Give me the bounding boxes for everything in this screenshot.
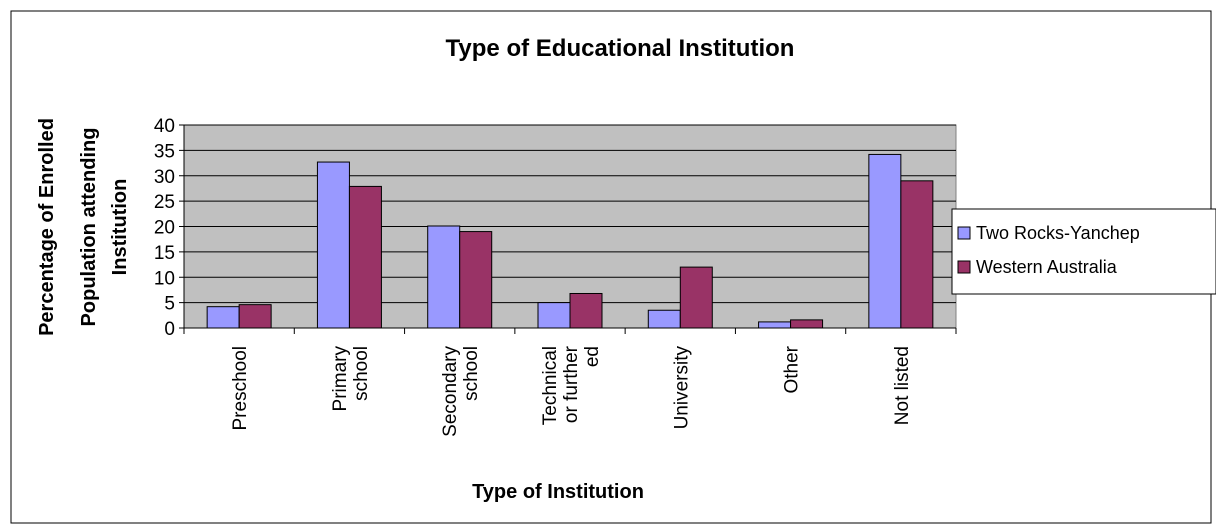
bar-two-rocks-yanchep-secondary-school xyxy=(427,225,461,329)
bar-western-australia-technical-or-further-ed xyxy=(569,292,603,329)
y-tick-label: 20 xyxy=(154,218,175,239)
x-tick-label: school xyxy=(461,346,482,401)
x-tick-label: Preschool xyxy=(230,346,251,431)
x-tick-label: ed xyxy=(582,346,603,367)
bar-two-rocks-yanchep-not-listed xyxy=(868,153,902,329)
x-tick-label: Other xyxy=(782,345,803,393)
y-axis-title: Percentage of Enrolled Population attendi… xyxy=(36,118,131,336)
bar-western-australia-preschool xyxy=(238,304,272,329)
y-tick-label: 35 xyxy=(154,141,175,162)
bar-two-rocks-yanchep-university xyxy=(647,309,681,329)
legend-box xyxy=(951,208,1216,295)
y-tick-label: 0 xyxy=(164,319,175,340)
x-tick-label: Secondary xyxy=(440,346,461,437)
y-axis-title-line: Institution xyxy=(109,179,131,276)
y-tick-label: 5 xyxy=(164,294,175,315)
bar-two-rocks-yanchep-other xyxy=(758,321,792,329)
bar-western-australia-university xyxy=(679,266,713,329)
legend-label-western-australia: Western Australia xyxy=(976,257,1118,277)
legend-swatch-western-australia xyxy=(957,260,971,274)
y-tick-label: 15 xyxy=(154,243,175,264)
x-tick-label: Primary xyxy=(330,346,351,412)
bar-two-rocks-yanchep-primary-school xyxy=(316,161,350,329)
bar-western-australia-not-listed xyxy=(900,180,934,329)
x-tick-label: or further xyxy=(561,345,582,423)
y-tick-label: 25 xyxy=(154,192,175,213)
bar-western-australia-other xyxy=(790,319,824,329)
y-tick-label: 30 xyxy=(154,167,175,188)
x-tick-label: University xyxy=(671,346,692,430)
y-axis-title-line: Population attending xyxy=(78,128,100,327)
legend-swatch-two-rocks-yanchep xyxy=(957,226,971,240)
legend-label-two-rocks-yanchep: Two Rocks-Yanchep xyxy=(976,223,1140,243)
x-tick-label: school xyxy=(351,346,372,401)
y-tick-label: 40 xyxy=(154,116,175,137)
y-tick-label: 10 xyxy=(154,268,175,289)
bar-western-australia-secondary-school xyxy=(459,231,493,329)
x-axis-title: Type of Institution xyxy=(472,481,644,503)
chart-title: Type of Educational Institution xyxy=(446,35,795,62)
bar-two-rocks-yanchep-preschool xyxy=(206,306,240,329)
x-tick-label: Technical xyxy=(540,346,561,425)
x-tick-label: Not listed xyxy=(892,346,913,425)
y-axis-title-line: Percentage of Enrolled xyxy=(36,118,58,336)
bar-western-australia-primary-school xyxy=(348,185,382,329)
bar-two-rocks-yanchep-technical-or-further-ed xyxy=(537,302,571,329)
legend: Two Rocks-Yanchep Western Australia xyxy=(951,208,1216,295)
